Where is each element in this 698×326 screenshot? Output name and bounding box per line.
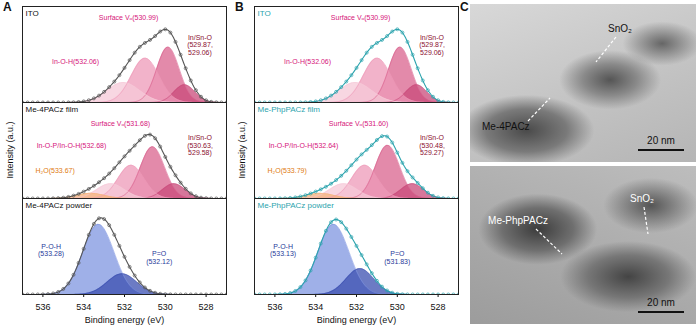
svg-text:In/Sn-O(530.48,529.27): In/Sn-O(530.48,529.27) xyxy=(419,134,445,157)
svg-text:Me-4PACz film: Me-4PACz film xyxy=(26,105,79,114)
svg-text:SnO₂: SnO₂ xyxy=(608,23,632,34)
html-text:A: A xyxy=(3,0,12,14)
svg-text:P-O-H(533.28): P-O-H(533.28) xyxy=(38,243,64,258)
svg-text:Me-4PACz powder: Me-4PACz powder xyxy=(26,201,93,210)
svg-text:H₂O(533.79): H₂O(533.79) xyxy=(267,167,306,175)
svg-text:In-O-P/In-O-H(532.68): In-O-P/In-O-H(532.68) xyxy=(37,142,107,150)
svg-text:Binding energy (eV): Binding energy (eV) xyxy=(85,315,165,325)
svg-text:P=O(531.83): P=O(531.83) xyxy=(384,250,410,265)
svg-text:Me-4PACz: Me-4PACz xyxy=(482,121,530,132)
svg-text:SnO₂: SnO₂ xyxy=(630,193,654,204)
svg-text:Me-PhpPACz powder: Me-PhpPACz powder xyxy=(258,201,335,210)
svg-text:Surface Vₒ(530.99): Surface Vₒ(530.99) xyxy=(331,14,390,22)
svg-text:536: 536 xyxy=(267,302,282,312)
svg-text:528: 528 xyxy=(431,302,446,312)
svg-text:530: 530 xyxy=(390,302,405,312)
svg-text:In-O-P/In-O-H(532.64): In-O-P/In-O-H(532.64) xyxy=(269,142,339,150)
svg-text:Surface Vₒ(531.60): Surface Vₒ(531.60) xyxy=(329,120,388,128)
svg-text:ITO: ITO xyxy=(258,9,271,18)
html-text:C: C xyxy=(460,0,469,14)
svg-text:ITO: ITO xyxy=(26,9,39,18)
svg-text:Surface Vₒ(531.68): Surface Vₒ(531.68) xyxy=(91,120,150,128)
svg-text:20 nm: 20 nm xyxy=(647,297,675,308)
html-text:B: B xyxy=(235,0,244,14)
svg-text:20 nm: 20 nm xyxy=(647,135,675,146)
svg-text:530: 530 xyxy=(158,302,173,312)
svg-text:534: 534 xyxy=(308,302,323,312)
svg-text:536: 536 xyxy=(35,302,50,312)
svg-text:In-O-H(532.06): In-O-H(532.06) xyxy=(284,58,331,66)
svg-text:Me-PhpPACz film: Me-PhpPACz film xyxy=(258,105,321,114)
svg-text:532: 532 xyxy=(349,302,364,312)
svg-text:Me-PhpPACz: Me-PhpPACz xyxy=(488,215,548,226)
svg-text:H₂O(533.67): H₂O(533.67) xyxy=(35,167,74,175)
svg-text:In/Sn-O(529.87,529.06): In/Sn-O(529.87,529.06) xyxy=(187,34,213,57)
svg-text:P-O-H(533.13): P-O-H(533.13) xyxy=(270,243,296,258)
html-text:Intensity (a.u.): Intensity (a.u.) xyxy=(237,121,247,179)
svg-text:Binding energy (eV): Binding energy (eV) xyxy=(317,315,397,325)
html-text:Intensity (a.u.): Intensity (a.u.) xyxy=(5,121,15,179)
svg-text:532: 532 xyxy=(117,302,132,312)
svg-text:P=O(532.12): P=O(532.12) xyxy=(146,250,172,265)
svg-text:In/Sn-O(529.87,529.06): In/Sn-O(529.87,529.06) xyxy=(419,34,445,57)
svg-text:534: 534 xyxy=(76,302,91,312)
svg-text:528: 528 xyxy=(199,302,214,312)
svg-text:In/Sn-O(530.63,529.58): In/Sn-O(530.63,529.58) xyxy=(187,134,213,157)
svg-text:Surface Vₒ(530.99): Surface Vₒ(530.99) xyxy=(99,14,158,22)
svg-text:In-O-H(532.06): In-O-H(532.06) xyxy=(52,58,99,66)
